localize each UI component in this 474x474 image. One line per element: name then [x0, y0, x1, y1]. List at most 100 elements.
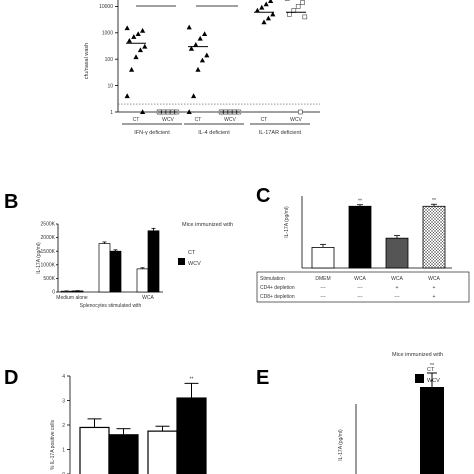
data-point-ct	[142, 43, 148, 49]
y-axis-label: IL-17A (pg/ml)	[284, 206, 290, 238]
data-point-ct	[124, 93, 130, 99]
y-tick-label: 100	[105, 57, 114, 63]
bar-wcv	[420, 387, 444, 474]
significance-label: **	[430, 363, 435, 369]
data-point-ct	[140, 27, 146, 33]
data-point-ct	[124, 25, 130, 31]
data-point-ct	[129, 66, 135, 72]
bar-ct	[79, 426, 110, 474]
y-axis-label: IL-17A (pg/ml)	[36, 242, 42, 274]
y-tick-label: 10000	[99, 4, 113, 10]
data-point-ct	[186, 109, 192, 114]
bar	[311, 247, 335, 269]
bar	[348, 205, 372, 269]
condition-table	[256, 271, 470, 303]
bar-ct	[98, 243, 111, 293]
panel-d: D 0 1 2 3 4 % IL-17A positive cells **	[4, 367, 207, 474]
legend-title: Mice immunized with	[182, 222, 233, 228]
data-point-ct	[261, 19, 267, 25]
legend-swatch-wcv	[178, 258, 185, 265]
significance-label: **	[358, 199, 362, 205]
group-label: IFN-γ deficient	[134, 130, 170, 136]
x-tick-label: WCV	[290, 117, 302, 123]
y-tick-label: 1500K	[41, 249, 56, 255]
table-row-label: Stimulation	[260, 276, 285, 282]
y-tick-label: 4	[62, 374, 65, 380]
data-point-wcv	[300, 0, 305, 5]
significance-label: **	[190, 376, 194, 382]
x-tick-label: CT	[195, 117, 202, 123]
data-point-ct	[254, 7, 260, 13]
table-cell: DMEM	[315, 276, 330, 282]
table-cell: WCA	[428, 276, 440, 282]
y-tick-label: 1	[62, 447, 65, 453]
legend-label-wcv: WCV	[427, 378, 440, 384]
y-tick-label: 0	[52, 290, 55, 296]
table-cell: +	[433, 294, 436, 300]
table-cell: ---	[358, 294, 363, 300]
x-axis-label: Splenocytes stimulated with	[80, 303, 142, 309]
y-tick-label: 1000	[102, 31, 113, 37]
table-cell: ---	[358, 285, 363, 291]
data-point-ct	[265, 15, 271, 21]
table-cell: +	[433, 285, 436, 291]
data-point-ct	[199, 57, 205, 63]
y-axis-label: % IL-17A positive cells	[50, 419, 56, 470]
table-cell: ---	[395, 294, 400, 300]
data-point-ct	[259, 4, 265, 10]
y-tick-label: 1	[110, 110, 113, 116]
legend-label-wcv: WCV	[188, 261, 201, 267]
bar-wcv	[109, 250, 122, 293]
y-tick-label: 2500K	[41, 222, 56, 228]
x-tick-label: WCV	[224, 117, 236, 123]
data-point-ct	[204, 52, 210, 58]
data-point-wcv	[287, 12, 292, 17]
panel-letter-d: D	[4, 367, 18, 389]
data-point-wcv	[295, 4, 301, 9]
x-tick-label: CT	[133, 117, 140, 123]
group-label: IL-17AR deficient	[259, 130, 302, 136]
x-tick-label: WCA	[142, 295, 154, 301]
bar-wcv	[147, 230, 160, 293]
bar-wcv	[71, 290, 84, 293]
y-tick-label: 2	[62, 423, 65, 429]
panel-c: C IL-17A (pg/ml) ** ** Stimulation DMEM WCA WCA…	[256, 185, 470, 303]
data-point-ct	[186, 24, 192, 30]
table-cell: ---	[321, 285, 326, 291]
panel-e: E IL-17A (pg/ml) ** Mice immunized with CT WC…	[256, 352, 444, 474]
data-point-ct	[197, 35, 203, 41]
bar	[385, 237, 409, 269]
table-row-label: CD4+ depletion	[260, 285, 295, 291]
group-label: IL-4 deficient	[198, 130, 230, 136]
data-point-ct	[137, 47, 143, 53]
data-point-ct	[188, 45, 194, 51]
data-point-ct	[263, 1, 269, 7]
significance-label: **	[432, 198, 436, 204]
legend-title: Mice immunized with	[392, 352, 443, 358]
y-axis-label: IL-17A (pg/ml)	[338, 429, 344, 461]
y-tick-label: 0	[62, 472, 65, 474]
panel-letter-b: B	[4, 191, 18, 213]
y-tick-label: 500K	[43, 276, 55, 282]
table-row-label: CD8+ depletion	[260, 294, 295, 300]
panel-a: 110100100010000100000cfu/nasal washCTWCV…	[84, 0, 320, 136]
data-point-ct	[268, 0, 274, 4]
bar-wcv	[176, 397, 207, 474]
table-cell: WCA	[391, 276, 403, 282]
data-point-ct	[195, 66, 201, 72]
panel-letter-e: E	[256, 367, 269, 389]
legend-label-ct: CT	[427, 367, 435, 373]
data-point-wcv	[302, 14, 308, 20]
table-cell: +	[396, 285, 399, 291]
y-tick-label: 10	[107, 83, 113, 89]
data-point-ct	[202, 31, 208, 37]
data-point-ct	[135, 31, 141, 37]
data-point-ct	[126, 37, 132, 43]
x-tick-label: CT	[261, 117, 268, 123]
data-point-ct	[133, 54, 139, 60]
panel-letter-c: C	[256, 185, 270, 207]
y-tick-label: 1000K	[41, 262, 56, 268]
data-point-ct	[270, 11, 276, 17]
y-axis-label: cfu/nasal wash	[84, 43, 90, 79]
x-tick-label: WCV	[162, 117, 174, 123]
